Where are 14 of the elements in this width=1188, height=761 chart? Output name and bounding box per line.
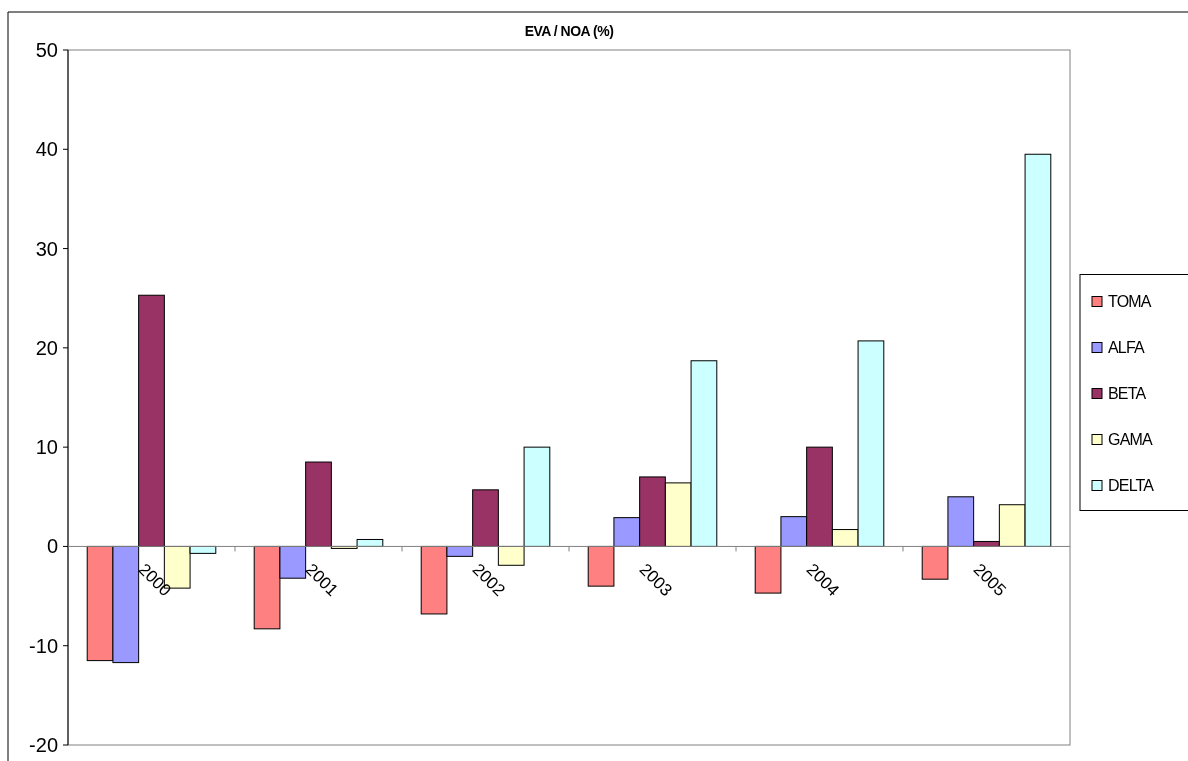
y-tick-label: 40 bbox=[35, 138, 58, 161]
y-tick-label: -10 bbox=[29, 634, 58, 657]
y-tick-label: 0 bbox=[46, 535, 58, 558]
legend-label: GAMA bbox=[1108, 431, 1154, 449]
y-tick-label: 30 bbox=[35, 237, 58, 260]
chart-title: EVA / NOA (%) bbox=[524, 23, 614, 39]
y-tick-label: 10 bbox=[35, 436, 58, 459]
legend-label: DELTA bbox=[1108, 477, 1155, 495]
y-tick-label: -20 bbox=[29, 734, 58, 756]
legend-label: TOMA bbox=[1108, 293, 1152, 311]
y-tick-label: 20 bbox=[35, 336, 58, 359]
legend-label: ALFA bbox=[1108, 339, 1146, 357]
y-tick-label: 50 bbox=[35, 39, 58, 61]
legend-label: BETA bbox=[1108, 385, 1147, 403]
